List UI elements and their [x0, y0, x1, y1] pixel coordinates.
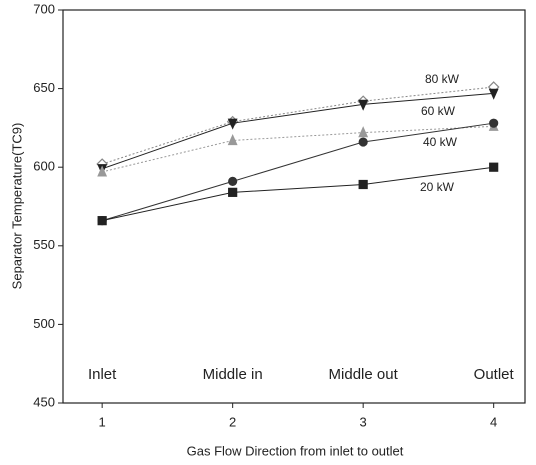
y-tick-label: 700	[33, 1, 55, 16]
marker	[358, 179, 368, 190]
marker	[358, 99, 369, 111]
marker	[488, 88, 499, 100]
series-line	[101, 92, 494, 170]
y-axis-label: Separator Temperature(TC9)	[9, 123, 24, 290]
x-tick-label: 1	[99, 414, 106, 429]
position-label: Inlet	[88, 366, 117, 383]
series-label: 40 kW	[423, 135, 458, 149]
x-tick-label: 3	[360, 414, 367, 429]
y-tick-label: 500	[33, 316, 55, 331]
y-tick-label: 650	[33, 80, 55, 95]
marker	[227, 133, 238, 146]
plot-frame	[62, 9, 526, 404]
series-line	[102, 122, 494, 222]
series-label: 60 kW	[421, 104, 456, 118]
y-tick-label: 600	[33, 159, 55, 174]
x-axis-label: Gas Flow Direction from inlet to outlet	[187, 443, 404, 458]
y-tick-label: 450	[33, 394, 55, 409]
marker	[97, 216, 107, 226]
marker	[358, 126, 369, 138]
position-label: Middle out	[329, 366, 399, 383]
series-line	[101, 86, 494, 165]
series-label: 80 kW	[425, 72, 460, 86]
series-line	[102, 166, 494, 222]
x-tick-label: 2	[229, 414, 236, 429]
series-label: 20 kW	[420, 180, 455, 194]
position-label: Middle in	[203, 366, 263, 383]
y-tick-label: 550	[33, 237, 55, 252]
marker	[358, 137, 368, 147]
marker	[489, 118, 499, 128]
position-label: Outlet	[474, 366, 515, 383]
x-tick-label: 4	[490, 414, 497, 429]
marker	[489, 162, 499, 172]
marker	[228, 187, 238, 197]
marker	[97, 165, 108, 177]
marker	[228, 176, 238, 186]
marker	[227, 118, 238, 130]
